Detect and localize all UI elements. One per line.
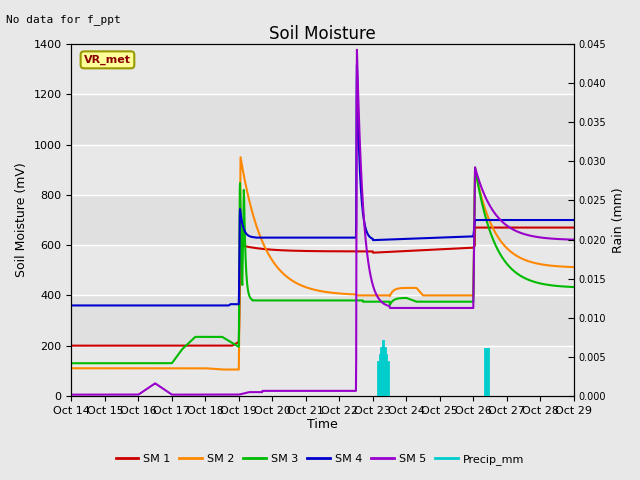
SM 1 (93, 343, 101, 348)
SM 2 (237, 155, 244, 160)
SM 5 (556, 236, 563, 242)
SM 2 (299, 283, 307, 289)
SM 5 (353, 47, 361, 53)
SM 4 (298, 235, 306, 240)
Bar (72, 346, 574, 396)
SM 2 (93, 365, 101, 371)
Line: SM 1: SM 1 (72, 228, 574, 346)
Bar (72, 44, 574, 95)
Bar (72, 144, 574, 195)
SM 1 (68, 343, 76, 348)
SM 5 (556, 236, 563, 242)
SM 2 (556, 264, 564, 269)
Line: SM 5: SM 5 (72, 50, 574, 395)
SM 1 (570, 225, 578, 230)
SM 2 (218, 367, 226, 372)
SM 2 (312, 288, 320, 293)
Line: SM 4: SM 4 (72, 65, 574, 305)
SM 2 (570, 264, 578, 270)
SM 3 (570, 284, 578, 290)
X-axis label: Time: Time (307, 419, 338, 432)
SM 4 (556, 217, 563, 223)
SM 4 (556, 217, 563, 223)
SM 1 (556, 225, 563, 230)
SM 5 (463, 305, 471, 311)
SM 5 (68, 392, 76, 397)
SM 5 (312, 388, 319, 394)
SM 3 (463, 299, 471, 305)
SM 4 (312, 235, 319, 240)
SM 4 (93, 302, 101, 308)
SM 1 (312, 248, 319, 254)
Legend: SM 1, SM 2, SM 3, SM 4, SM 5, Precip_mm: SM 1, SM 2, SM 3, SM 4, SM 5, Precip_mm (111, 450, 529, 469)
SM 1 (471, 225, 479, 230)
Line: SM 3: SM 3 (72, 168, 574, 363)
Bar (72, 245, 574, 295)
SM 4 (570, 217, 578, 223)
SM 3 (93, 360, 101, 366)
Y-axis label: Rain (mm): Rain (mm) (612, 187, 625, 253)
SM 4 (353, 62, 361, 68)
SM 3 (68, 360, 76, 366)
SM 2 (463, 292, 471, 298)
SM 3 (471, 165, 479, 170)
SM 2 (68, 365, 76, 371)
SM 1 (298, 248, 306, 254)
Y-axis label: Soil Moisture (mV): Soil Moisture (mV) (15, 163, 28, 277)
SM 5 (93, 392, 101, 397)
Line: SM 2: SM 2 (72, 157, 574, 370)
SM 2 (556, 264, 563, 269)
Title: Soil Moisture: Soil Moisture (269, 24, 376, 43)
SM 3 (298, 298, 306, 303)
SM 4 (463, 234, 471, 240)
Text: No data for f_ppt: No data for f_ppt (6, 14, 121, 25)
SM 3 (556, 283, 563, 289)
SM 5 (570, 237, 578, 242)
SM 1 (463, 245, 471, 251)
SM 3 (556, 283, 563, 289)
SM 5 (298, 388, 306, 394)
SM 4 (68, 302, 76, 308)
SM 1 (556, 225, 563, 230)
SM 3 (312, 298, 319, 303)
Text: VR_met: VR_met (84, 55, 131, 65)
